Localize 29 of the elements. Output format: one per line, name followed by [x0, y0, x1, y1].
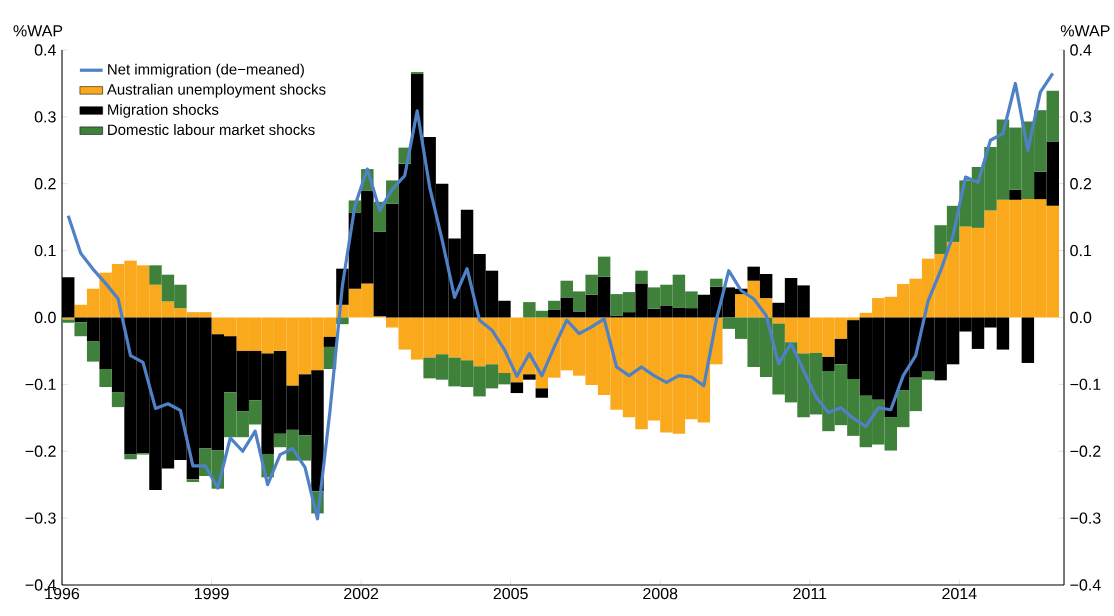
y2-tick-label: −0.3 [1070, 512, 1101, 524]
y2-axis-title: %WAP [1060, 25, 1110, 37]
y-tick-label: −0.2 [25, 445, 56, 457]
y-tick-label: 0.3 [34, 111, 56, 123]
legend-label: Domestic labour market shocks [108, 124, 315, 136]
y-tick-label: 0.0 [34, 311, 56, 324]
y-tick-label: −0.3 [25, 512, 56, 524]
x-tick-label: 1999 [194, 587, 229, 600]
x-tick-label: 2002 [344, 587, 379, 600]
legend-label: Australian unemployment shocks [106, 83, 326, 98]
x-tick-label: 2005 [493, 587, 528, 600]
y-axis-title: %WAP [13, 25, 63, 37]
y-tick-label: 0.4 [34, 44, 56, 56]
y2-tick-label: −0.2 [1070, 445, 1101, 457]
y2-tick-label: −0.4 [1070, 579, 1101, 591]
legend-label: Migration shocks [108, 103, 219, 118]
legend-label: Net immigration (de−meaned) [108, 63, 304, 78]
y2-tick-label: 0.0 [1070, 311, 1092, 324]
y-tick-label: −0.1 [25, 378, 56, 391]
y-tick-label: 0.2 [34, 178, 56, 190]
y2-tick-label: 0.1 [1070, 244, 1092, 257]
x-tick-label: 2008 [643, 587, 678, 600]
y2-tick-label: 0.2 [1070, 178, 1092, 190]
y2-tick-label: −0.1 [1070, 378, 1101, 391]
x-tick-label: 2011 [793, 587, 827, 600]
x-tick-label: 2014 [942, 587, 977, 600]
y2-tick-label: 0.4 [1070, 44, 1092, 56]
y-tick-label: 0.1 [34, 244, 56, 257]
y2-tick-label: 0.3 [1070, 111, 1092, 123]
